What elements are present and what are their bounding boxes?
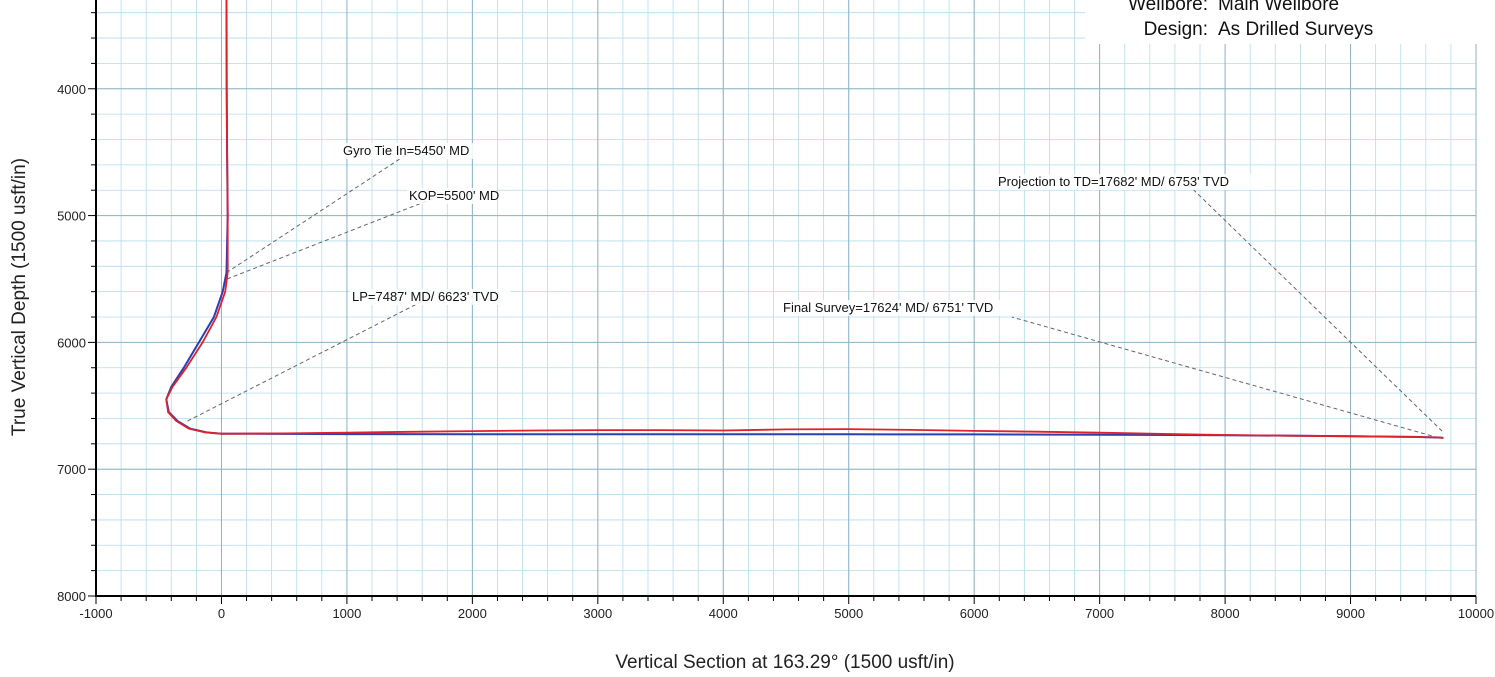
x-tick-label: 6000 xyxy=(960,606,989,621)
annotation-bg-projection-td xyxy=(996,174,1263,190)
y-tick-label: 6000 xyxy=(57,335,86,350)
annotation-final-survey: Final Survey=17624' MD/ 6751' TVD xyxy=(783,300,993,315)
annotation-lp: LP=7487' MD/ 6623' TVD xyxy=(352,289,499,304)
annotation-bg-gyro-tie-in xyxy=(341,143,487,159)
x-tick-label: 4000 xyxy=(709,606,738,621)
axes xyxy=(88,0,1477,604)
annotation-bg-lp xyxy=(350,289,511,305)
wellbore-label: Wellbore: xyxy=(1128,0,1208,15)
tick-labels: -1000 0 1000 2000 3000 4000 5000 6000 7000 8000 90… xyxy=(57,82,1494,621)
series-line-actual xyxy=(165,0,1444,439)
annotation-gyro-tie-in: Gyro Tie In=5450' MD xyxy=(343,143,469,158)
header-panel xyxy=(1085,0,1495,44)
x-tick-label: 5000 xyxy=(834,606,863,621)
y-tick-label: 7000 xyxy=(57,462,86,477)
annotation-projection-td: Projection to TD=17682' MD/ 6753' TVD xyxy=(998,174,1229,189)
y-tick-label: 5000 xyxy=(57,209,86,224)
leader-gyro-tie-in xyxy=(226,150,413,274)
annotation-leaders xyxy=(187,150,1443,439)
design-value: As Drilled Surveys xyxy=(1218,19,1373,40)
x-tick-label: 8000 xyxy=(1211,606,1240,621)
leader-lp xyxy=(187,291,442,422)
y-axis-title: True Vertical Depth (1500 usft/in) xyxy=(9,158,30,436)
x-tick-label: 7000 xyxy=(1085,606,1114,621)
y-tick-label: 4000 xyxy=(57,82,86,97)
leader-kop xyxy=(226,193,445,280)
x-tick-label: 10000 xyxy=(1458,606,1494,621)
leader-final-survey xyxy=(1011,316,1439,439)
x-tick-label: 0 xyxy=(218,606,225,621)
x-axis-title: Vertical Section at 163.29° (1500 usft/i… xyxy=(615,652,954,673)
wellbore-value: Main Wellbore xyxy=(1218,0,1339,15)
annotation-labels: Gyro Tie In=5450' MD KOP=5500' MD LP=7487'… xyxy=(341,143,1263,316)
x-tick-label: 9000 xyxy=(1336,606,1365,621)
annotation-kop: KOP=5500' MD xyxy=(409,188,499,203)
design-label: Design: xyxy=(1144,19,1208,40)
annotation-bg-final-survey xyxy=(781,300,1020,316)
x-tick-label: -1000 xyxy=(79,606,112,621)
series-lines xyxy=(165,0,1444,439)
x-tick-label: 2000 xyxy=(458,606,487,621)
leader-projection-td xyxy=(1187,183,1443,432)
x-tick-label: 3000 xyxy=(583,606,612,621)
x-tick-label: 1000 xyxy=(332,606,361,621)
y-tick-label: 8000 xyxy=(57,589,86,604)
annotation-bg-kop xyxy=(407,188,497,204)
